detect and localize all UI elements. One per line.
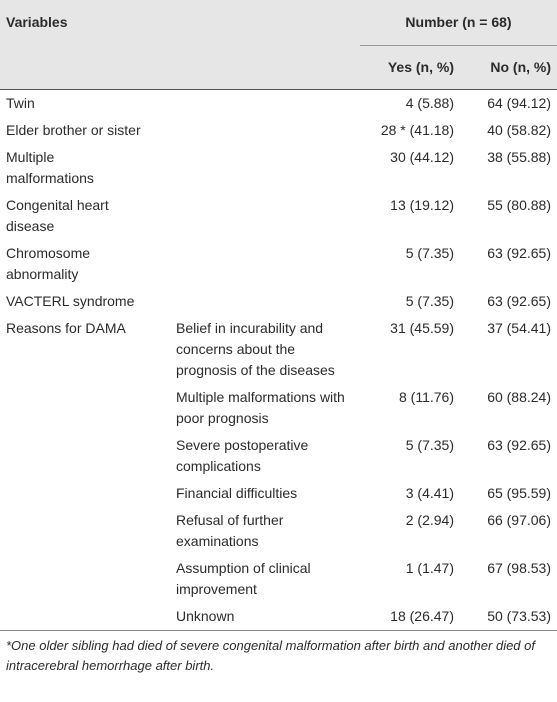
- row: Financial difficulties 3 (4.41) 65 (95.59): [0, 480, 557, 507]
- yes-cell: 4 (5.88): [405, 95, 454, 111]
- row: Multiple malformations with poor prognos…: [0, 384, 557, 432]
- yes-cell: 30 (44.12): [390, 149, 454, 165]
- variable-cell: Twin: [6, 95, 35, 111]
- row: Reasons for DAMA Belief in incurability a…: [0, 315, 557, 384]
- no-cell: 50 (73.53): [487, 608, 552, 624]
- table: Variables Number (n = 68) Yes (n, %) No …: [0, 0, 557, 630]
- yes-cell: 3 (4.41): [405, 485, 454, 501]
- row: Chromosome abnormality 5 (7.35) 63 (92.65): [0, 240, 557, 288]
- variable-cell: Elder brother or sister: [6, 122, 141, 138]
- header-cell: Number (n = 68): [360, 0, 557, 46]
- yes-cell: 1 (1.47): [405, 560, 454, 576]
- variable-cell: VACTERL syndrome: [6, 293, 135, 309]
- no-cell: 40 (58.82): [487, 122, 552, 138]
- header-row: Yes (n, %) No (n, %): [0, 45, 557, 90]
- row: Unknown 18 (26.47) 50 (73.53): [0, 603, 557, 630]
- header-cell: [0, 45, 360, 90]
- reason-cell: Belief in incurability and concerns abou…: [176, 320, 335, 378]
- row: Elder brother or sister 28 * (41.18) 40 (5…: [0, 117, 557, 144]
- reason-cell: Assumption of clinical improvement: [176, 560, 311, 597]
- variable-cell: Chromosome abnormality: [6, 245, 91, 282]
- footnote: *One older sibling had died of severe co…: [0, 630, 557, 676]
- yes-cell: 5 (7.35): [405, 293, 454, 309]
- row: Twin 4 (5.88) 64 (94.12): [0, 90, 557, 118]
- variable-cell: Multiple malformations: [6, 149, 94, 186]
- variable-cell: Congenital heart disease: [6, 197, 109, 234]
- row: VACTERL syndrome 5 (7.35) 63 (92.65): [0, 288, 557, 315]
- yes-cell: 18 (26.47): [390, 608, 454, 624]
- empty-cell: [170, 144, 360, 192]
- empty-cell: [170, 240, 360, 288]
- no-cell: 37 (54.41): [487, 320, 552, 336]
- yes-cell: 28 * (41.18): [380, 122, 454, 138]
- no-cell: 67 (98.53): [487, 560, 552, 576]
- no-cell: 55 (80.88): [487, 197, 552, 213]
- reason-cell: Financial difficulties: [176, 485, 298, 501]
- yes-cell: 13 (19.12): [390, 197, 454, 213]
- reason-cell: Unknown: [176, 608, 235, 624]
- header-cell: No (n, %): [460, 45, 557, 90]
- yes-cell: 5 (7.35): [405, 437, 454, 453]
- row: Refusal of further examinations 2 (2.94) 6…: [0, 507, 557, 555]
- empty-cell: [170, 288, 360, 315]
- row: Multiple malformations 30 (44.12) 38 (55.8…: [0, 144, 557, 192]
- empty-cell: [170, 90, 360, 118]
- header-row: Variables Number (n = 68): [0, 0, 557, 46]
- no-cell: 65 (95.59): [487, 485, 552, 501]
- yes-cell: 2 (2.94): [405, 512, 454, 528]
- variable-cell: Reasons for DAMA: [6, 320, 126, 336]
- header-cell: Variables: [0, 0, 360, 46]
- yes-cell: 31 (45.59): [390, 320, 454, 336]
- row: Severe postoperative complications 5 (7.3…: [0, 432, 557, 480]
- no-cell: 66 (97.06): [487, 512, 552, 528]
- yes-cell: 5 (7.35): [405, 245, 454, 261]
- reason-cell: Refusal of further examinations: [176, 512, 284, 549]
- row: Assumption of clinical improvement 1 (1.4…: [0, 555, 557, 603]
- row: Congenital heart disease 13 (19.12) 55 (80…: [0, 192, 557, 240]
- empty-cell: [170, 192, 360, 240]
- no-cell: 63 (92.65): [487, 293, 552, 309]
- header-cell: Yes (n, %): [360, 45, 460, 90]
- yes-cell: 8 (11.76): [399, 389, 454, 405]
- no-cell: 38 (55.88): [487, 149, 552, 165]
- no-cell: 64 (94.12): [487, 95, 552, 111]
- no-cell: 60 (88.24): [487, 389, 552, 405]
- no-cell: 63 (92.65): [487, 437, 552, 453]
- reason-cell: Severe postoperative complications: [176, 437, 309, 474]
- empty-cell: [170, 117, 360, 144]
- no-cell: 63 (92.65): [487, 245, 552, 261]
- reason-cell: Multiple malformations with poor prognos…: [176, 389, 345, 426]
